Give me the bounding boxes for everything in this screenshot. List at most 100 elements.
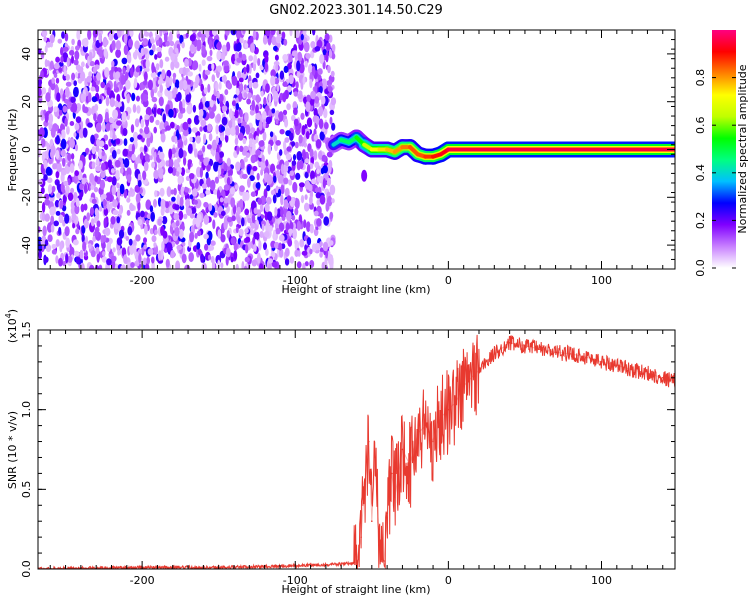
spectrogram-noise-cell [208, 245, 215, 251]
spectrogram-noise-cell [61, 31, 65, 39]
spectrogram-noise-cell [136, 95, 140, 102]
spectrogram-noise-cell [50, 224, 55, 233]
spectrogram-noise-cell [58, 257, 63, 267]
spectrogram-noise-cell [263, 242, 267, 251]
spectrogram-noise-cell [157, 167, 164, 175]
spectrogram-noise-cell [313, 107, 318, 117]
spectrogram-noise-cell [144, 126, 150, 135]
spectrogram-noise-cell [43, 159, 48, 171]
spectrogram-noise-cell [74, 50, 80, 61]
spectrogram-noise-cell [247, 165, 251, 175]
snr-data-point [386, 512, 388, 515]
spectrogram-noise-cell [74, 170, 79, 177]
spectrogram-noise-cell [306, 117, 313, 128]
spectrogram-noise-cell [234, 125, 240, 136]
spectrogram-noise-cell [215, 82, 219, 92]
spectrogram-noise-cell [157, 162, 161, 169]
spectrogram-noise-cell [251, 213, 256, 224]
spectrogram-noise-cell [95, 246, 100, 255]
spectrogram-noise-cell [62, 157, 66, 167]
spectrogram-noise-cell [278, 111, 284, 122]
spectrogram-noise-cell [102, 38, 109, 46]
spectrogram-noise-cell [186, 104, 193, 115]
spectrogram-noise-cell [215, 151, 220, 162]
spectrogram-noise-cell [192, 104, 197, 113]
spectrogram-noise-cell [258, 140, 265, 147]
spectrogram-noise-cell [281, 31, 286, 40]
spectrogram-noise-cell [215, 124, 219, 135]
spectrogram-noise-cell [144, 114, 150, 120]
spectrogram-noise-cell [244, 265, 248, 269]
spectrogram-noise-cell [245, 87, 250, 93]
spectrogram-noise-cell [265, 159, 269, 167]
snr-y-multiplier-close: ) [6, 309, 19, 313]
spectrogram-noise-cell [55, 56, 60, 63]
spectrogram-noise-cell [195, 135, 201, 144]
spectrogram-noise-cell [144, 224, 148, 235]
spectrogram-noise-cell [314, 242, 321, 251]
spectrogram-noise-cell [230, 126, 236, 136]
snr-data-point [631, 369, 633, 371]
spectrogram-noise-cell [109, 130, 113, 139]
spectrogram-noise-cell [239, 198, 244, 208]
spectrogram-noise-cell [283, 165, 289, 173]
spectrogram-noise-cell [258, 240, 262, 251]
spectrogram-noise-cell [179, 196, 184, 207]
spectrogram-noise-cell [192, 30, 197, 34]
spectrogram-noise-cell [109, 202, 113, 209]
spectrogram-noise-cell [203, 233, 209, 240]
spectrogram-noise-cell [59, 241, 63, 253]
snr-y-multiplier-base: (x10 [6, 318, 19, 343]
spectrogram-noise-cell [325, 202, 330, 212]
spectrogram-noise-cell [283, 65, 289, 73]
spectrogram-noise-cell [80, 203, 85, 213]
spectrogram-noise-cell [41, 30, 48, 37]
spectrogram-noise-cell [317, 68, 323, 75]
spectrogram-noise-cell [211, 62, 215, 71]
spectrogram-noise-cell [48, 113, 54, 125]
spectrogram-noise-cell [286, 103, 291, 111]
spectrogram-noise-cell [219, 135, 225, 142]
spectrogram-noise-cell [267, 143, 272, 155]
spectrogram-noise-cell [40, 163, 44, 174]
colorbar: 0.0 0.2 0.4 0.6 0.8 Normalized spectral ampl… [694, 30, 749, 277]
spectrogram-noise-cell [314, 96, 320, 104]
spectrogram-noise-cell [199, 192, 205, 199]
spectrogram-noise-cell [105, 122, 111, 132]
spectrogram-noise-cell [253, 54, 258, 65]
spectrogram-noise-cell [91, 161, 96, 169]
spectrogram-noise-cell [49, 34, 55, 44]
spectrogram-noise-cell [140, 118, 145, 128]
spectrogram-noise-cell [221, 44, 227, 53]
spectrogram-noise-cell [161, 216, 168, 225]
spectrogram-noise-cell [108, 32, 114, 41]
spectrogram-noise-cell [275, 63, 279, 72]
spectrogram-noise-cell [79, 249, 84, 260]
spectrogram-noise-cell [130, 262, 135, 268]
spectrogram-noise-cell [62, 105, 68, 113]
spectrogram-noise-cell [187, 117, 192, 125]
snr-data-point [661, 377, 664, 379]
spectrogram-noise-cell [167, 90, 173, 101]
spectrogram-noise-cell [98, 32, 102, 44]
spectrogram-noise-cell [102, 234, 107, 242]
spectrogram-noise-cell [324, 257, 328, 269]
spectrogram-noise-cell [145, 106, 152, 117]
snr-data-point [374, 456, 376, 459]
spectrogram-noise-cell [223, 197, 229, 204]
spectrogram-noise-cell [176, 91, 182, 102]
spectrogram-noise-cell [105, 192, 111, 202]
spectrogram-noise-cell [304, 194, 308, 201]
spectrogram-noise-cell [319, 251, 323, 258]
spectrogram-noise-cell [75, 228, 80, 235]
spectrogram-noise-cell [128, 190, 131, 198]
spectrogram-noise-cell [220, 234, 226, 243]
spectrogram-noise-cell [319, 195, 326, 205]
spectrogram-noise-cell [244, 256, 250, 263]
snr-data-point [508, 341, 511, 344]
spectrogram-noise-cell [51, 185, 56, 193]
spectrogram-noise-cell [204, 69, 211, 76]
spectrogram-noise-cell [269, 131, 274, 138]
spectrogram-noise-cell [250, 191, 256, 197]
